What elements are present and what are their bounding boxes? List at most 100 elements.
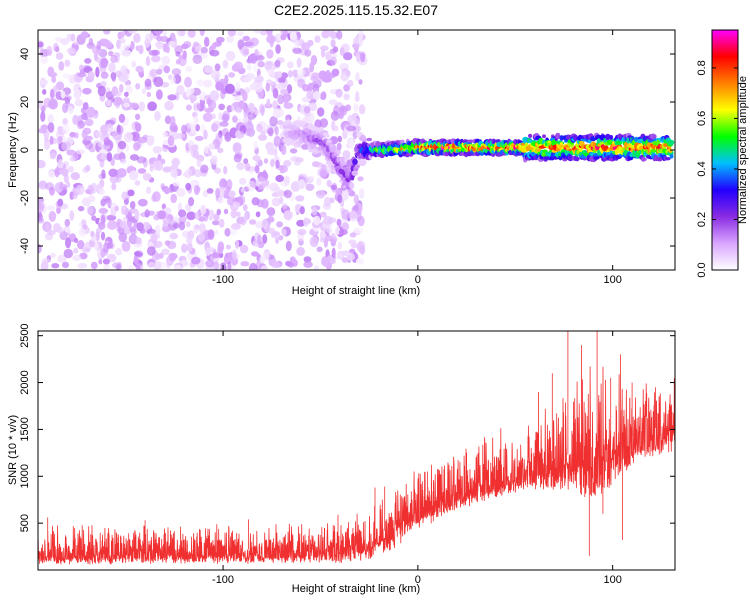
spectrogram-cell: [123, 132, 134, 143]
spectrogram-cell: [62, 73, 71, 79]
spectrogram-cell: [336, 30, 343, 40]
spectrogram-cell: [264, 61, 272, 70]
spectrogram-cell: [219, 121, 229, 127]
spectrogram-cell: [207, 99, 217, 110]
spectrogram-cell: [135, 83, 141, 90]
spectrogram-cell: [346, 70, 351, 77]
spectrogram-cell: [353, 204, 359, 213]
spectrogram-cell: [232, 144, 242, 154]
spectrogram-cell: [135, 65, 144, 73]
spectrogram-cell: [166, 240, 177, 250]
spectrogram-cell: [167, 135, 175, 146]
spectrogram-cell: [197, 232, 206, 242]
spectrogram-cell: [67, 105, 74, 114]
spectrogram-cell: [275, 159, 280, 169]
spectrogram-cell: [224, 228, 231, 237]
spectrogram-x-ticks: -100 0 100: [212, 30, 622, 286]
spectrogram-y-ticks: -40 -20 0 20 40: [19, 48, 675, 254]
spectrogram-cell: [214, 63, 221, 72]
spectrogram-cell: [266, 98, 271, 108]
spectrogram-cell: [100, 231, 106, 241]
spectrogram-cell: [106, 123, 114, 133]
spectrogram-cell: [283, 210, 293, 221]
spectrogram-cell: [101, 169, 106, 179]
spectrogram-cell: [101, 214, 106, 225]
spectrogram-cell: [321, 256, 329, 267]
spectrogram-cell: [130, 40, 135, 50]
spectrogram-cell: [287, 70, 293, 78]
spectrogram-cell: [283, 175, 290, 186]
spectrogram-cell: [128, 233, 138, 245]
spectrogram-cell: [47, 66, 55, 77]
spectrogram-cell: [277, 120, 284, 126]
spectrogram-cell: [116, 124, 124, 135]
spectrogram-cell: [184, 76, 192, 88]
spectrogram-cell: [40, 55, 49, 64]
spectrogram-cell: [269, 116, 278, 127]
spectrogram-cell: [155, 160, 163, 171]
spectrogram-cell: [178, 209, 187, 218]
spectrogram-cell: [38, 160, 46, 169]
spectrogram-cell: [262, 234, 268, 244]
spectrogram-cell: [157, 154, 162, 162]
spectrogram-cell: [278, 235, 284, 241]
colorbar-tick-label: 0.0: [696, 262, 708, 277]
spectrogram-cell: [127, 30, 138, 34]
spectrogram-cell: [219, 178, 228, 190]
spectrogram-cell: [77, 205, 85, 212]
spectrogram-cell: [135, 265, 141, 270]
spectrogram-cell: [108, 62, 116, 73]
spectrogram-cell: [185, 182, 192, 191]
spectrogram-cell: [41, 257, 51, 264]
spectrogram-cell: [267, 127, 274, 137]
spectrogram-ridge-cell: [330, 146, 337, 153]
spectrogram-cell: [292, 69, 299, 78]
spectrogram-cell: [289, 148, 298, 154]
spectrogram-cell: [91, 215, 97, 221]
spectrogram-cell: [66, 47, 76, 55]
spectrogram-cell: [44, 223, 50, 232]
spectrogram-cell: [242, 91, 248, 102]
spectrogram-cell: [103, 242, 109, 254]
spectrogram-cell: [165, 45, 170, 54]
spectrogram-cell: [355, 91, 360, 100]
spectrogram-cell: [156, 43, 164, 50]
spectrogram-cell: [276, 221, 284, 228]
spectrogram-cell: [107, 220, 117, 230]
spectrogram-cell: [82, 127, 92, 135]
spectrogram-ridge-cell: [559, 135, 564, 141]
spectrogram-cell: [296, 69, 306, 76]
spectrogram-cell: [130, 131, 140, 142]
spectrogram-cell: [110, 54, 118, 64]
spectrogram-cell: [359, 188, 365, 199]
spectrogram-cell: [360, 52, 366, 63]
spectrogram-cell: [249, 83, 257, 91]
spectrogram-cell: [121, 241, 131, 252]
spectrogram-ridge-cell: [298, 124, 305, 128]
spectrogram-cell: [242, 77, 252, 83]
spectrogram-cell: [254, 75, 264, 83]
spectrogram-cell: [73, 88, 81, 100]
spectrogram-cell: [193, 184, 200, 196]
spectrogram-cell: [280, 33, 287, 41]
spectrogram-cell: [135, 237, 142, 245]
spectrogram-cell: [251, 197, 260, 206]
spectrogram-cell: [298, 178, 306, 190]
spectrogram-cell: [162, 166, 172, 173]
spectrogram-cell: [211, 155, 218, 165]
spectrogram-cell: [285, 260, 292, 267]
spectrogram-cell: [259, 30, 268, 36]
spectrogram-cell: [181, 216, 187, 222]
spectrogram-cell: [55, 52, 64, 60]
spectrogram-cell: [161, 131, 168, 139]
spectrogram-cell: [171, 68, 182, 76]
spectrogram-cell: [283, 189, 292, 199]
spectrogram-cell: [128, 170, 139, 181]
spectrogram-cell: [297, 173, 308, 180]
spectrogram-cell: [338, 105, 348, 117]
y-tick-label: 0: [19, 147, 31, 153]
spectrogram-cell: [181, 124, 187, 134]
spectrogram-cell: [129, 154, 139, 161]
spectrogram-cell: [170, 168, 178, 178]
spectrogram-cell: [176, 85, 185, 95]
